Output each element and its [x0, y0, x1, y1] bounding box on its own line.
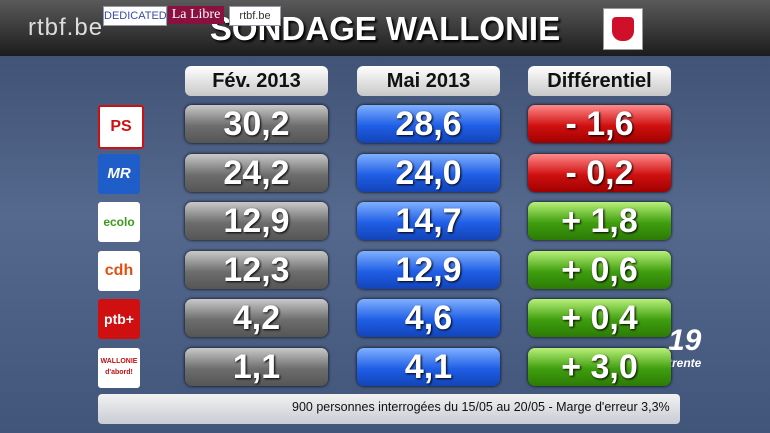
party-logo: WALLONIE d'abord!: [98, 347, 140, 388]
value-cell: 12,3: [185, 250, 328, 289]
value-cell: 14,7: [357, 202, 500, 240]
brand-logo: rtbf.be: [28, 14, 104, 41]
sponsor: La Libre: [168, 6, 224, 24]
party-logo: PS: [98, 105, 144, 149]
column-header: Fév. 2013: [185, 66, 328, 96]
value-cell: 30,2: [185, 105, 328, 143]
value-cell: 12,9: [185, 202, 328, 240]
column-header: Mai 2013: [357, 66, 500, 96]
value-cell: + 0,4: [528, 299, 671, 337]
value-cell: + 1,8: [528, 202, 671, 240]
footer-note: 900 personnes interrogées du 15/05 au 20…: [292, 400, 670, 414]
region-flag: [603, 8, 643, 50]
value-cell: - 1,6: [528, 105, 671, 143]
value-cell: 4,6: [357, 299, 500, 337]
value-cell: 1,1: [185, 347, 328, 386]
party-logo: MR: [98, 153, 140, 194]
party-logo: ecolo: [98, 202, 140, 242]
sponsor: rtbf.be: [229, 6, 281, 26]
value-cell: + 3,0: [528, 347, 671, 386]
sponsor: DEDICATED: [103, 6, 167, 26]
column-header: Différentiel: [528, 66, 671, 96]
party-logo: ptb+: [98, 299, 140, 339]
footer-bar: [98, 394, 680, 424]
party-logo: cdh: [98, 250, 140, 291]
value-cell: 12,9: [357, 250, 500, 289]
channel-number: 19: [668, 324, 702, 357]
channel-logo: 19 trente: [668, 324, 702, 371]
channel-name: trente: [668, 356, 702, 370]
value-cell: 24,2: [185, 153, 328, 192]
value-cell: + 0,6: [528, 250, 671, 289]
value-cell: 4,2: [185, 299, 328, 337]
value-cell: 28,6: [357, 105, 500, 143]
value-cell: - 0,2: [528, 153, 671, 192]
value-cell: 4,1: [357, 347, 500, 386]
value-cell: 24,0: [357, 153, 500, 192]
